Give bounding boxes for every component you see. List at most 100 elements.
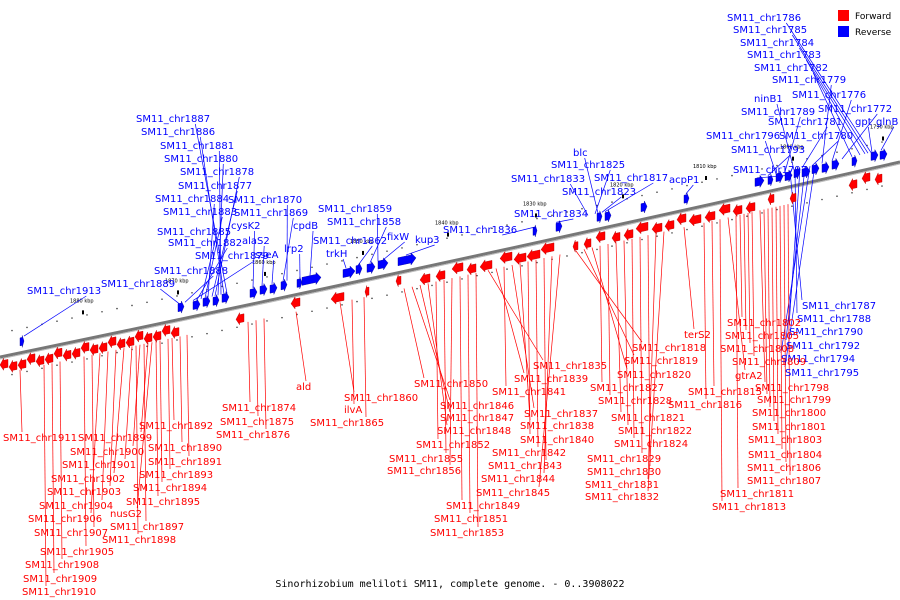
track-dot (881, 141, 883, 143)
forward-gene-label: SM11_chr1816 (668, 400, 742, 411)
track-dot (626, 241, 628, 244)
reverse-gene-label: SM11_chr1786 (727, 13, 801, 24)
track-dot (611, 201, 613, 203)
gene-arrow (754, 174, 765, 189)
forward-gene-label: SM11_chr1819 (624, 356, 698, 367)
forward-connector (339, 302, 355, 393)
forward-gene-label: SM11_chr1893 (139, 470, 213, 481)
forward-connector (538, 254, 561, 488)
forward-connector (51, 363, 55, 574)
track-dot (191, 335, 193, 338)
track-dot (656, 191, 658, 193)
forward-connector (767, 208, 771, 408)
forward-gene-label: SM11_chr1828 (598, 396, 672, 407)
reverse-connector (23, 295, 87, 337)
reverse-connector (204, 216, 223, 299)
reverse-gene-label: SM11_chr1879 (195, 251, 269, 262)
reverse-gene-label: SM11_chr1825 (551, 160, 625, 171)
track-dot (581, 207, 583, 210)
forward-connector (43, 364, 47, 587)
gene-arrow (290, 296, 301, 310)
forward-connector (787, 204, 791, 476)
forward-gene-label: SM11_chr1832 (585, 492, 659, 503)
kbp-tick-label: 1790 kbp (870, 124, 894, 130)
track-dot (431, 240, 433, 243)
track-dot (281, 272, 283, 275)
gene-arrow (330, 291, 345, 305)
gene-arrow (80, 341, 90, 355)
reverse-gene-label: SM11_chr1883 (163, 207, 237, 218)
gene-arrow (540, 241, 555, 256)
forward-gene-label: SM11_chr1821 (611, 413, 685, 424)
forward-connector (503, 266, 507, 387)
gene-arrow (466, 262, 477, 276)
track-dot (836, 195, 838, 197)
reverse-connector (369, 226, 387, 263)
gene-arrow (192, 298, 201, 311)
forward-connector (599, 245, 603, 383)
forward-gene-label: SM11_chr1906 (28, 514, 102, 525)
forward-gene-label: SM11_chr1852 (416, 440, 490, 451)
label-connector-layer (19, 22, 895, 587)
track-dot (431, 284, 433, 287)
gene-arrow (635, 221, 649, 235)
forward-connector (647, 231, 665, 492)
forward-connector (109, 349, 117, 487)
reverse-connector (282, 217, 294, 282)
forward-gene-label: SM11_chr1901 (62, 460, 136, 471)
forward-gene-label: SM11_chr1891 (148, 457, 222, 468)
reverse-gene-label: cpdB (293, 221, 318, 232)
kbp-tick-label: 1830 kbp (523, 201, 547, 207)
forward-connector (683, 227, 695, 330)
track-dot (26, 326, 28, 329)
gene-arrow (419, 272, 431, 286)
track-dot (491, 271, 493, 274)
track-dot (521, 265, 523, 267)
gene-arrow (831, 157, 840, 171)
track-dot (176, 295, 178, 297)
gene-arrow (0, 358, 9, 371)
forward-gene-label: SM11_chr1907 (34, 528, 108, 539)
track-dot (131, 304, 133, 307)
forward-gene-label: SM11_chr1844 (481, 474, 555, 485)
track-dot (266, 276, 268, 278)
forward-connector (179, 336, 183, 443)
gene-arrow (125, 335, 135, 349)
forward-gene-label: SM11_chr1905 (40, 547, 114, 558)
reverse-connector (805, 59, 861, 156)
forward-gene-label: SM11_chr1811 (720, 489, 794, 500)
reverse-connector (309, 230, 314, 276)
forward-gene-label: SM11_chr1874 (222, 403, 296, 414)
gene-arrow (793, 166, 801, 180)
track-dot (176, 339, 178, 341)
gene-arrow (116, 337, 126, 351)
forward-connector (591, 247, 628, 370)
forward-connector (623, 240, 629, 426)
gene-arrow (342, 265, 356, 279)
kbp-tick-mark (264, 271, 266, 276)
track-dot (221, 329, 223, 332)
forward-connector (647, 233, 657, 480)
track-dot (71, 361, 73, 363)
reverse-connector (569, 183, 589, 216)
gene-arrow (177, 300, 185, 314)
forward-gene-label: SM11_chr1846 (440, 401, 514, 412)
track-dot (206, 332, 208, 335)
track-dot (26, 370, 28, 373)
reverse-gene-label: SM11_chr1882 (168, 238, 242, 249)
reverse-connector (604, 182, 654, 212)
reverse-gene-label: SM11_chr1793 (731, 145, 805, 156)
track-dot (236, 326, 238, 329)
gene-arrow (366, 260, 376, 274)
gene-arrow (435, 268, 446, 283)
reverse-gene-label: SM11_chr1880 (164, 154, 238, 165)
track-dot (851, 191, 853, 194)
track-dot (401, 247, 403, 249)
track-dot (161, 298, 163, 300)
gene-arrow (821, 160, 830, 174)
forward-connector (124, 346, 133, 460)
forward-gene-label: SM11_chr1837 (524, 409, 598, 420)
forward-connector (739, 214, 743, 318)
legend-forward-label: Forward (855, 12, 891, 22)
